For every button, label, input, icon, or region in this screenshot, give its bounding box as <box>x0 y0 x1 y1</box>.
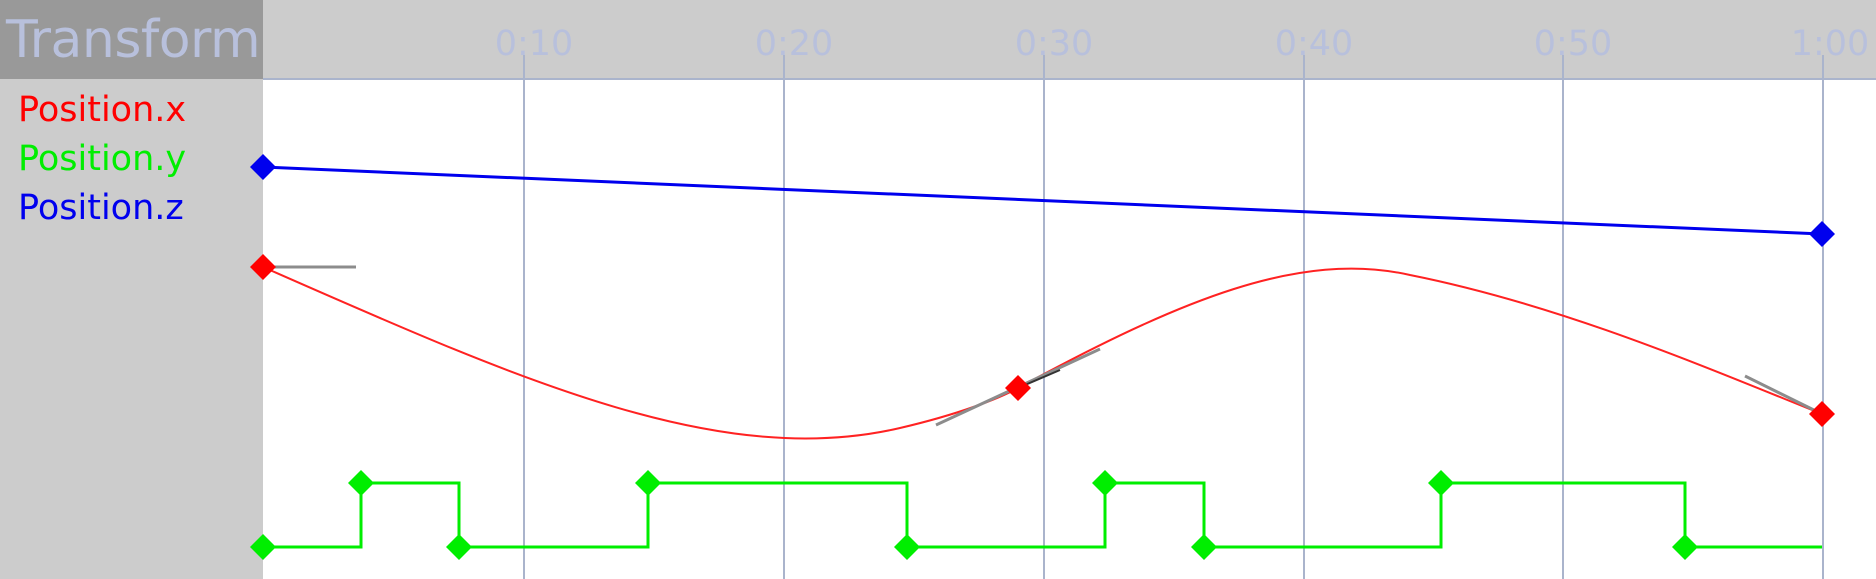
keyframe-position-y[interactable] <box>250 534 276 560</box>
keyframe-position-z[interactable] <box>250 154 276 180</box>
track-label-position-x[interactable]: Position.x <box>18 90 187 130</box>
keyframe-position-y[interactable] <box>348 470 374 496</box>
ruler-label-1-00: 1:00 <box>1791 24 1870 64</box>
ruler-label-0-40: 0:40 <box>1275 24 1354 64</box>
keyframe-position-y[interactable] <box>1428 470 1454 496</box>
ruler-label-0-20: 0:20 <box>755 24 834 64</box>
keyframe-position-y[interactable] <box>1672 534 1698 560</box>
keyframe-position-y[interactable] <box>1191 534 1217 560</box>
track-label-position-y[interactable]: Position.y <box>18 139 187 179</box>
time-ruler[interactable] <box>263 0 1876 79</box>
ruler-label-0-50: 0:50 <box>1534 24 1613 64</box>
ruler-label-0-30: 0:30 <box>1015 24 1094 64</box>
track-label-position-z[interactable]: Position.z <box>18 188 184 228</box>
curve-position-z[interactable] <box>262 165 1823 236</box>
ruler-label-0-10: 0:10 <box>495 24 574 64</box>
curve-position-y[interactable] <box>263 481 1822 549</box>
keyframe-position-x[interactable] <box>250 254 276 280</box>
curve-position-x[interactable] <box>262 266 1823 440</box>
tangent-handle[interactable] <box>1744 374 1823 416</box>
keyframe-position-y[interactable] <box>894 534 920 560</box>
keyframe-position-z[interactable] <box>1809 221 1835 247</box>
keyframe-position-y[interactable] <box>635 470 661 496</box>
panel-title: Transform <box>6 10 261 70</box>
keyframe-position-y[interactable] <box>1092 470 1118 496</box>
time-gridlines <box>263 55 1876 579</box>
track-list-panel <box>0 0 263 579</box>
keyframe-position-x[interactable] <box>1005 375 1031 401</box>
panel-header: Transform <box>0 0 263 79</box>
keyframe-position-y[interactable] <box>446 534 472 560</box>
keyframe-position-x[interactable] <box>1809 401 1835 427</box>
